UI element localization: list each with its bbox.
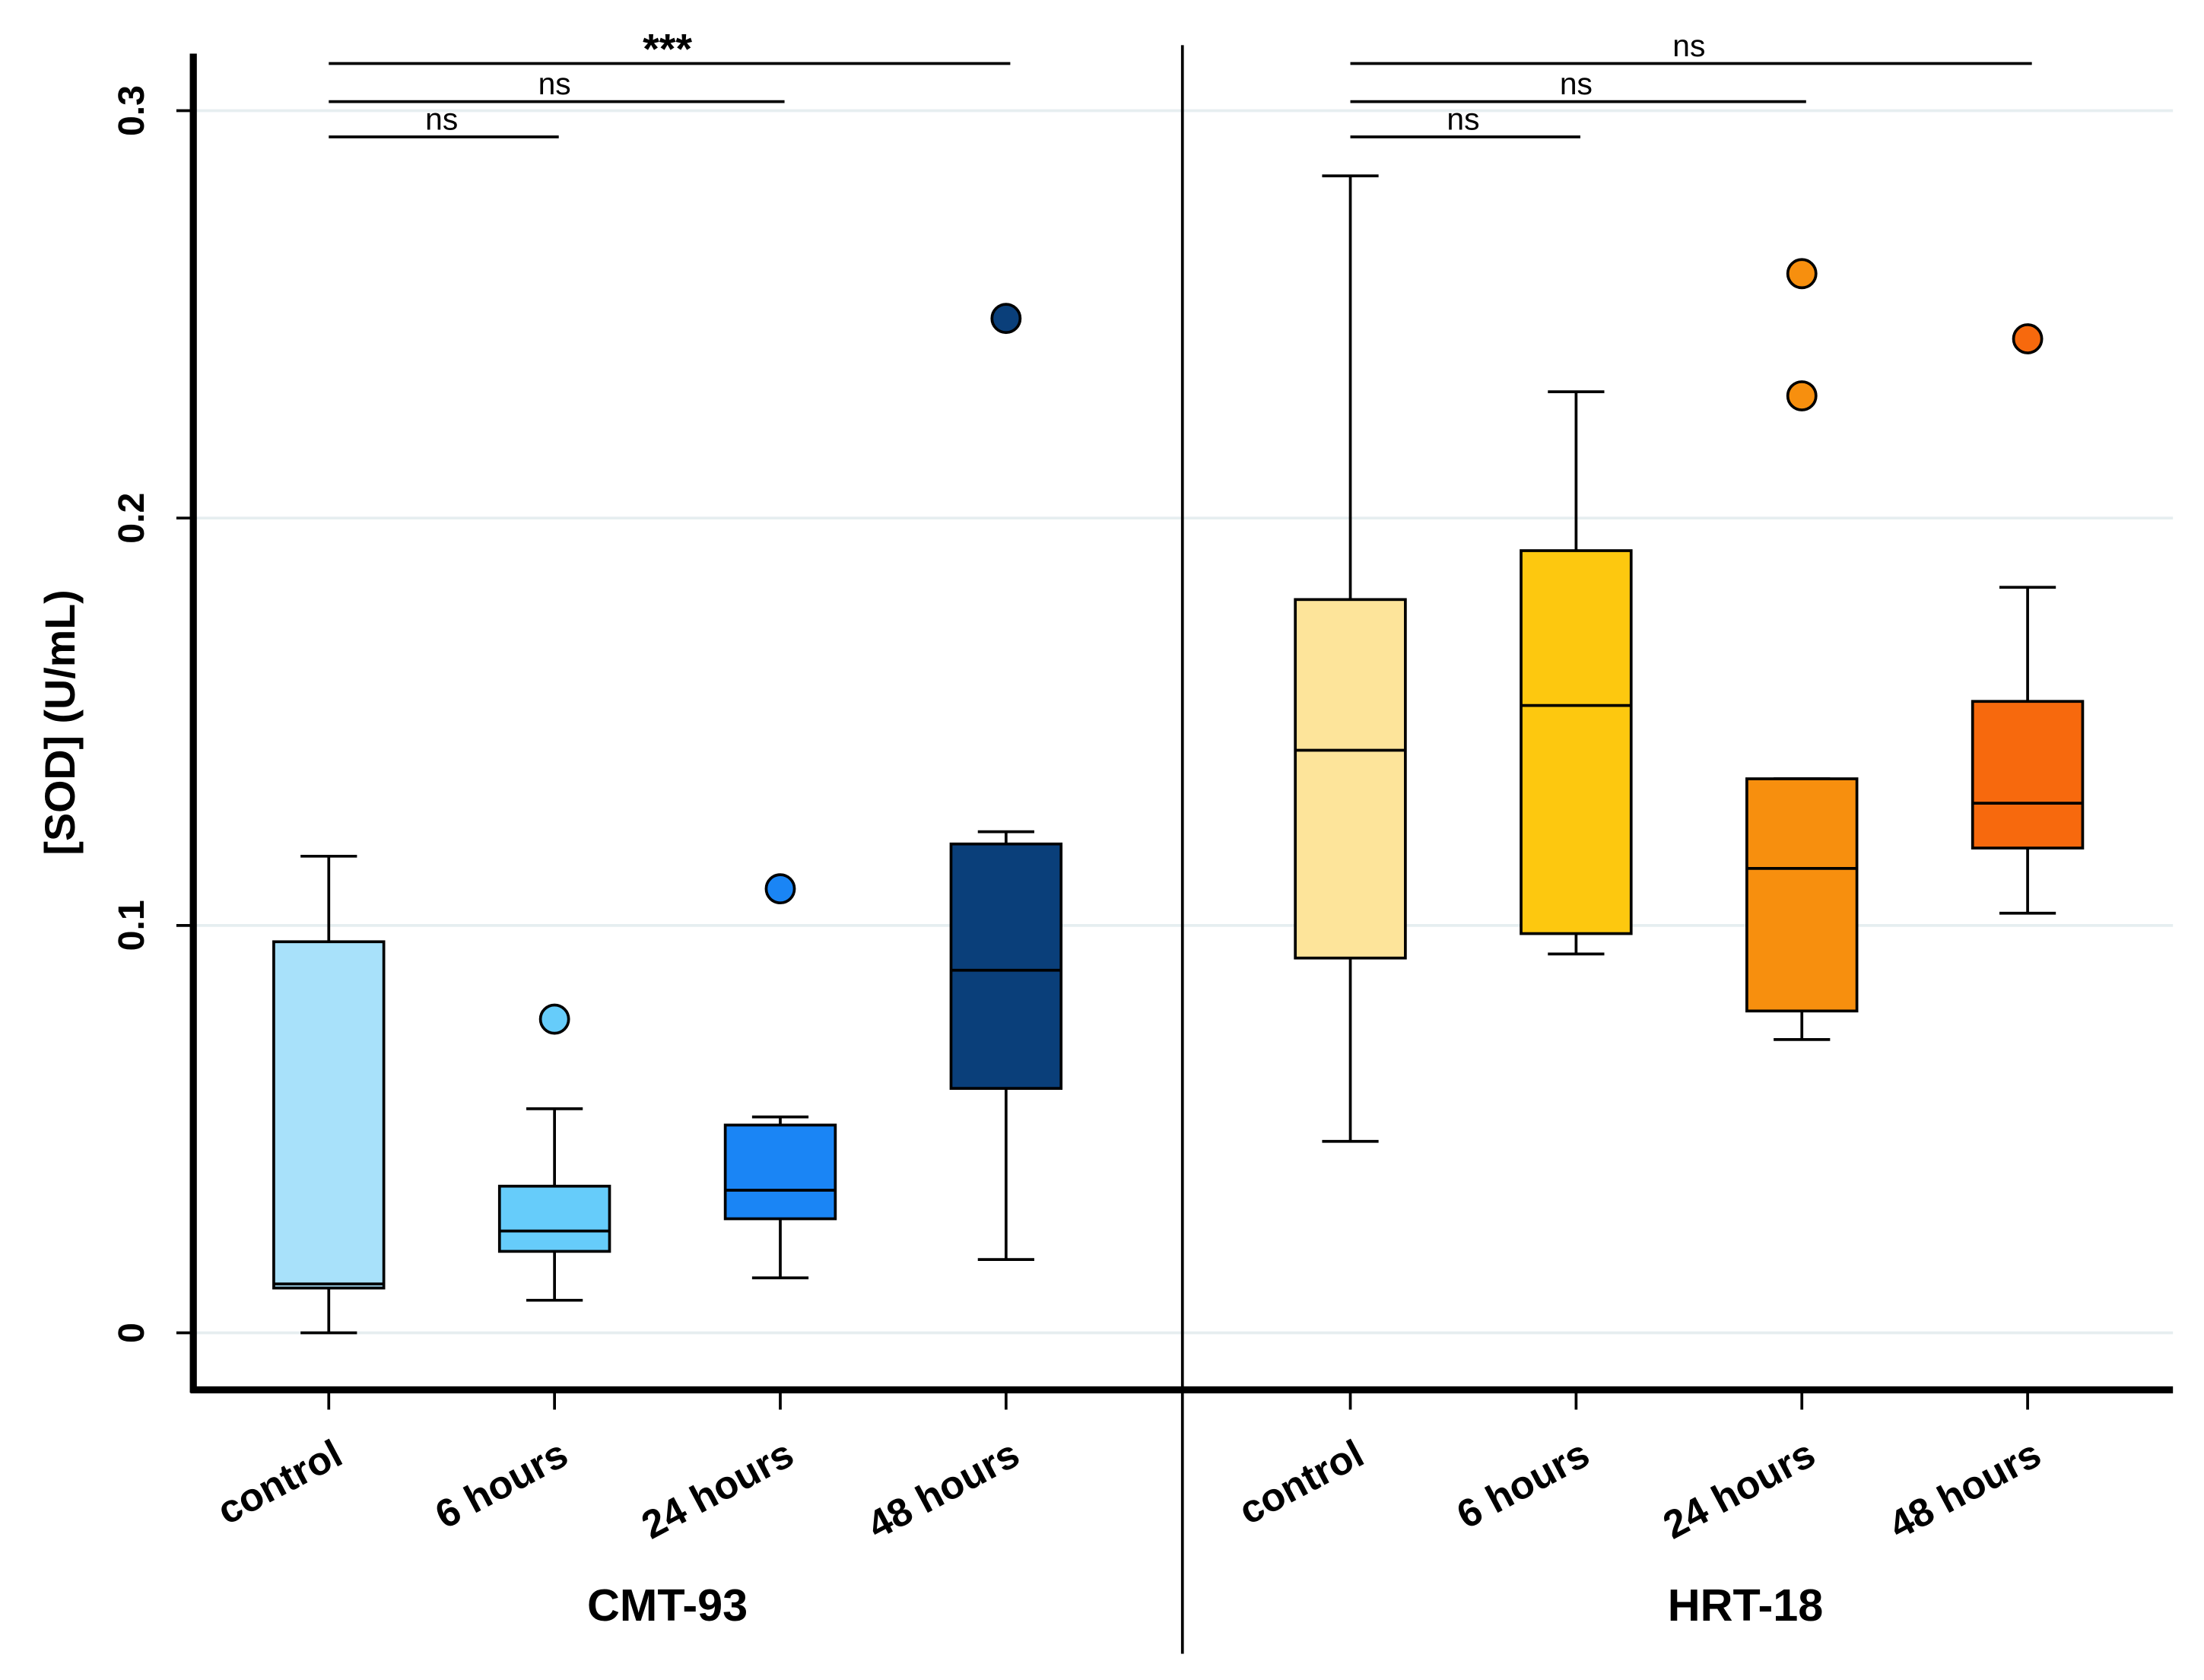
significance-label: ns xyxy=(1672,28,1705,63)
outlier xyxy=(1786,380,1818,411)
outlier xyxy=(1786,258,1818,290)
outlier xyxy=(538,1003,570,1035)
y-tick-label: 0.1 xyxy=(111,900,152,951)
x-tick-label: control xyxy=(1232,1432,1371,1534)
box xyxy=(1520,549,1633,935)
x-tick-label: 6 hours xyxy=(1450,1432,1596,1538)
outlier xyxy=(990,303,1022,335)
x-tick-label: 48 hours xyxy=(860,1432,1026,1548)
box xyxy=(949,842,1063,1090)
y-tick-label: 0.2 xyxy=(111,493,152,544)
group-label: CMT-93 xyxy=(587,1580,748,1631)
outlier xyxy=(2012,323,2044,354)
box xyxy=(1745,777,1859,1013)
y-tick-label: 0.3 xyxy=(111,85,152,136)
box xyxy=(497,1184,611,1253)
box xyxy=(723,1123,837,1221)
significance-label: ns xyxy=(1447,101,1479,136)
box xyxy=(1971,700,2085,850)
significance-label: ns xyxy=(425,101,458,136)
box xyxy=(1294,598,1407,960)
group-label: HRT-18 xyxy=(1668,1580,1824,1631)
y-axis-label: [SOD] (U/mL) xyxy=(37,589,84,855)
x-tick-label: 48 hours xyxy=(1882,1432,2048,1548)
x-tick-label: 24 hours xyxy=(635,1432,801,1548)
y-tick-label: 0 xyxy=(111,1323,152,1343)
box xyxy=(272,940,386,1290)
significance-label: ns xyxy=(1560,66,1593,101)
significance-label: ns xyxy=(538,66,571,101)
x-tick-label: 6 hours xyxy=(428,1432,575,1538)
significance-label: *** xyxy=(643,25,692,72)
outlier xyxy=(764,873,796,905)
x-tick-label: control xyxy=(211,1432,350,1534)
x-tick-label: 24 hours xyxy=(1656,1432,1822,1548)
